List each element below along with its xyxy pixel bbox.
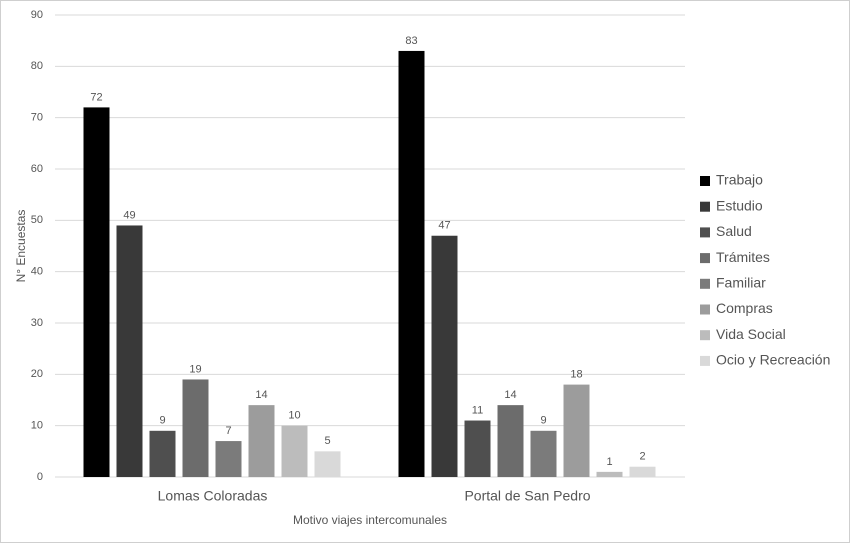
y-tick-label: 20 [31, 368, 43, 380]
value-label: 2 [639, 451, 645, 463]
value-label: 47 [438, 220, 450, 232]
value-label: 9 [540, 415, 546, 427]
legend-label: Familiar [716, 275, 766, 291]
y-tick-label: 70 [31, 112, 43, 124]
y-tick-label: 50 [31, 214, 43, 226]
value-label: 9 [159, 415, 165, 427]
legend-swatch [700, 176, 710, 186]
bar [596, 471, 623, 477]
legend-label: Ocio y Recreación [716, 352, 830, 368]
y-tick-label: 40 [31, 266, 43, 278]
bar [497, 405, 524, 477]
value-label: 14 [255, 389, 267, 401]
legend-label: Trámites [716, 249, 770, 265]
value-label: 11 [472, 404, 483, 416]
value-label: 1 [606, 456, 612, 468]
legend-swatch [700, 330, 710, 341]
legend-swatch [700, 227, 710, 238]
bar [431, 235, 458, 477]
value-label: 14 [504, 389, 516, 401]
value-label: 19 [189, 363, 201, 375]
legend-swatch [700, 304, 710, 315]
bar [563, 384, 590, 477]
value-label: 10 [288, 410, 300, 422]
bar [281, 425, 308, 477]
bar [314, 451, 341, 477]
value-label: 7 [225, 425, 231, 437]
legend-swatch [700, 355, 710, 366]
y-tick-label: 10 [31, 420, 43, 432]
bar [398, 50, 425, 477]
value-label: 5 [324, 435, 330, 447]
value-label: 18 [570, 369, 582, 381]
bar [530, 430, 557, 477]
bar [149, 430, 176, 477]
bar [629, 466, 656, 477]
x-tick-label: Portal de San Pedro [464, 488, 590, 504]
y-tick-label: 30 [31, 317, 43, 329]
value-label: 72 [90, 91, 102, 103]
x-tick-label: Lomas Coloradas [158, 488, 268, 504]
x-axis-label: Motivo viajes intercomunales [293, 513, 447, 527]
bar [83, 107, 110, 478]
bar [182, 379, 209, 477]
legend-swatch [700, 253, 710, 264]
legend-swatch [700, 201, 710, 212]
bar [464, 420, 491, 477]
y-tick-label: 80 [31, 60, 43, 72]
y-tick-label: 0 [37, 471, 43, 483]
legend-label: Trabajo [716, 172, 763, 188]
y-tick-label: 90 [31, 9, 43, 21]
bar [248, 405, 275, 477]
legend-label: Salud [716, 223, 752, 239]
y-tick-label: 60 [31, 163, 43, 175]
y-axis-label: N° Encuestas [14, 210, 28, 283]
value-label: 49 [123, 209, 135, 221]
legend-swatch [700, 278, 710, 289]
legend-label: Vida Social [716, 326, 786, 342]
legend-label: Estudio [716, 197, 763, 213]
legend-label: Compras [716, 300, 773, 316]
bar [116, 225, 143, 477]
bar [215, 441, 242, 477]
value-label: 83 [405, 35, 417, 47]
